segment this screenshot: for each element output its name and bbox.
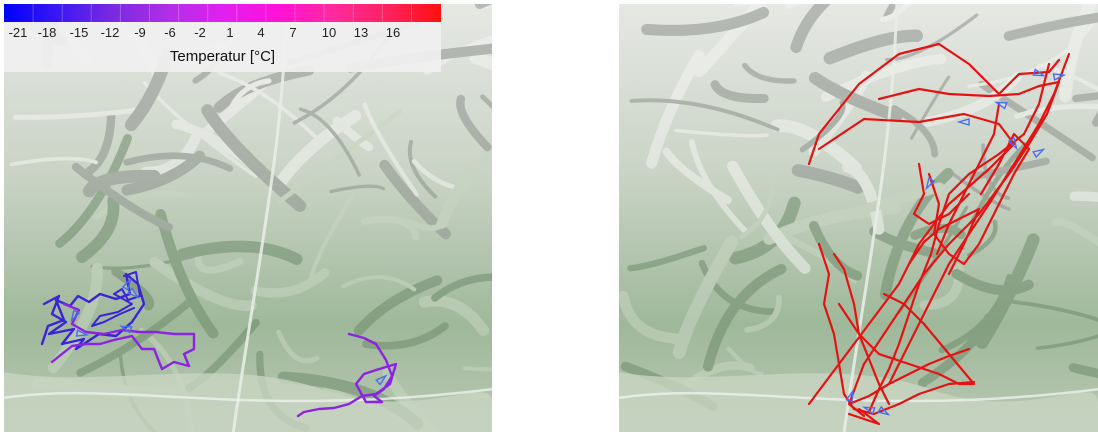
legend-tick-label: 16 xyxy=(385,25,401,40)
direction-marker-icon xyxy=(845,389,854,403)
temperature-track xyxy=(907,207,981,276)
legend-tick-label: 4 xyxy=(257,25,265,40)
direction-marker-icon xyxy=(877,405,891,416)
direction-marker-icon xyxy=(127,287,140,299)
terrain-map-left[interactable] xyxy=(4,4,492,432)
direction-marker-icon xyxy=(956,118,970,126)
direction-marker-icon xyxy=(1032,68,1046,77)
temperature-legend: -21 -18 -15 -12 -9 -6 -2 1 4 7 10 13 16 Temperatur [… xyxy=(4,4,441,72)
temperature-track xyxy=(91,271,141,327)
direction-marker-icon xyxy=(119,325,133,334)
temperature-track xyxy=(832,252,891,406)
direction-marker-icon xyxy=(925,177,936,191)
direction-marker-icon xyxy=(75,329,90,337)
temperature-track xyxy=(817,242,976,416)
legend-tick-labels: -21 -18 -15 -12 -9 -6 -2 1 4 7 10 13 16 xyxy=(4,25,441,41)
legend-tick-label: -15 xyxy=(69,25,89,40)
direction-marker-icon xyxy=(862,406,876,415)
direction-marker-icon xyxy=(70,309,81,323)
valley-floor xyxy=(4,372,492,432)
legend-tick-label: 1 xyxy=(226,25,234,40)
cold-tracks-map[interactable] xyxy=(4,4,492,432)
temperature-track xyxy=(296,332,398,418)
temperature-track xyxy=(912,162,971,226)
direction-marker-icon xyxy=(1007,137,1018,151)
temperature-track xyxy=(50,302,196,371)
terrain-map-right[interactable] xyxy=(619,4,1098,432)
temperature-track xyxy=(807,112,1016,406)
legend-tick-label: -6 xyxy=(164,25,176,40)
temperature-track xyxy=(867,62,1051,414)
direction-marker-icon xyxy=(375,374,388,386)
valley-floor xyxy=(619,372,1098,432)
color-gradient-bar xyxy=(4,4,441,22)
legend-tick-label: -12 xyxy=(100,25,120,40)
temperature-color-scale xyxy=(4,4,441,22)
legend-tick-label: -21 xyxy=(8,25,28,40)
legend-tick-label: 7 xyxy=(289,25,297,40)
temperature-track xyxy=(847,407,881,426)
legend-tick-label: -18 xyxy=(37,25,57,40)
legend-title: Temperatur [°C] xyxy=(169,48,276,65)
temperature-track xyxy=(847,80,1061,418)
temperature-track xyxy=(837,292,976,386)
legend-tick-label: -2 xyxy=(194,25,206,40)
temperature-track xyxy=(847,347,971,406)
legend-tick-label: 10 xyxy=(321,25,337,40)
warm-tracks-map[interactable] xyxy=(619,4,1098,432)
valley-road xyxy=(842,4,899,432)
legend-tick-label: -9 xyxy=(134,25,146,40)
legend-tick-label: 13 xyxy=(353,25,369,40)
direction-marker-icon xyxy=(1052,73,1067,81)
direction-marker-icon xyxy=(121,277,132,291)
temperature-track xyxy=(935,102,1001,256)
direction-marker-icon xyxy=(1032,148,1046,159)
valley-river xyxy=(4,387,492,403)
direction-marker-icon xyxy=(994,101,1008,110)
